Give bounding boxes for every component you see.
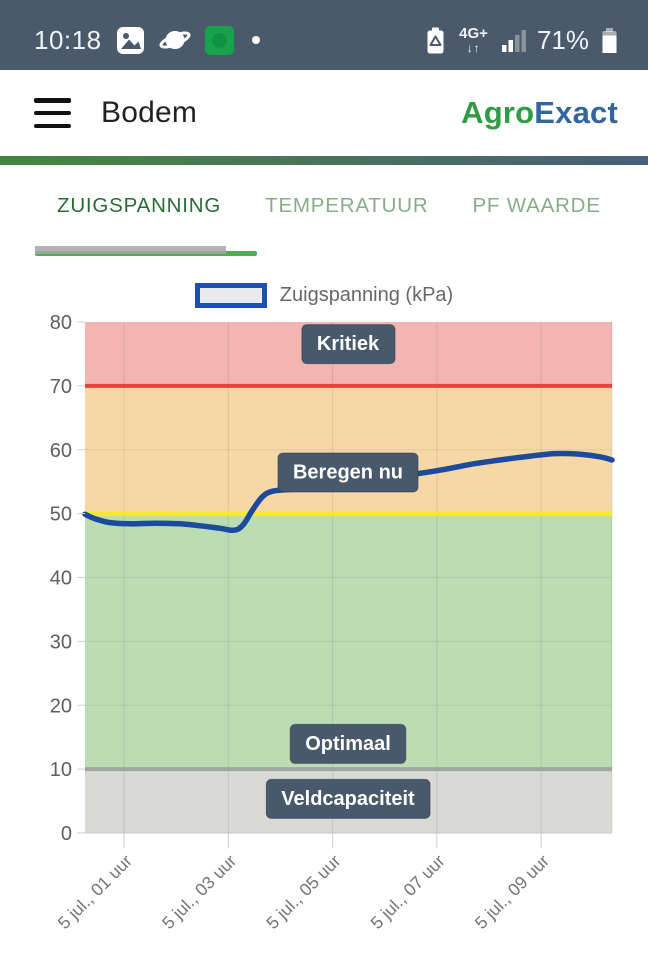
zone-label-veldcapaciteit: Veldcapaciteit [265, 778, 431, 819]
green-app-icon [204, 25, 234, 55]
zone-label-optimaal: Optimaal [289, 723, 407, 764]
app-logo: AgroExact [461, 95, 618, 131]
gallery-icon [116, 26, 144, 54]
menu-button[interactable] [34, 98, 71, 128]
zone-label-kritiek: Kritiek [301, 324, 396, 365]
logo-part-green: Agro [461, 95, 535, 130]
notification-dot-icon [251, 36, 260, 44]
network-type-indicator: 4G+ ↓↑ [459, 26, 488, 54]
x-tick-label: 5 jul., 05 uur [262, 851, 344, 933]
app-header: Bodem AgroExact [0, 70, 648, 156]
battery-icon [602, 27, 617, 53]
network-label: 4G+ [459, 25, 488, 42]
signal-strength-icon [501, 29, 526, 52]
y-tick-label: 0 [61, 823, 72, 845]
tab-bar: ZUIGSPANNING TEMPERATUUR PF WAARDE [0, 194, 648, 224]
x-tick-label: 5 jul., 09 uur [471, 851, 553, 933]
saturn-icon [159, 31, 191, 49]
battery-percent: 71% [536, 24, 589, 55]
legend-label: Zuigspanning (kPa) [279, 283, 454, 306]
zone-label-box [289, 723, 407, 764]
tab-pf-waarde[interactable]: PF WAARDE [472, 194, 601, 217]
y-tick-label: 70 [50, 376, 72, 398]
y-tick-label: 10 [50, 759, 72, 781]
zone-label-text: Optimaal [305, 733, 391, 755]
zone-label-text: Veldcapaciteit [281, 788, 415, 810]
y-tick-label: 50 [50, 504, 72, 526]
legend-swatch [194, 282, 267, 308]
zone-label-text: Beregen nu [293, 461, 403, 483]
chart-svg[interactable]: Kritiek Beregen nu Optimaal Veldcapaciteit 0… [0, 310, 648, 968]
y-tick-label: 60 [50, 440, 72, 462]
x-axis: 5 jul., 01 uur 5 jul., 03 uur 5 jul., 05 u… [54, 833, 553, 933]
chart-area[interactable]: Kritiek Beregen nu Optimaal Veldcapaciteit 0… [0, 310, 648, 968]
tab-scrollbar-thumb[interactable] [35, 246, 226, 254]
zone-label-box [277, 452, 419, 493]
zone-label-box [265, 778, 431, 819]
y-tick-label: 80 [50, 312, 72, 334]
network-arrows-icon: ↓↑ [466, 41, 481, 55]
battery-saver-icon [427, 27, 444, 53]
zone-label-text: Kritiek [317, 333, 380, 355]
status-time: 10:18 [34, 24, 102, 55]
y-axis: 0 10 20 30 40 50 60 70 80 [50, 312, 85, 845]
y-tick-label: 20 [50, 695, 72, 717]
x-tick-label: 5 jul., 07 uur [366, 851, 448, 933]
tab-temperatuur[interactable]: TEMPERATUUR [265, 194, 429, 217]
zone-bands [85, 322, 612, 833]
y-tick-label: 30 [50, 631, 72, 653]
zone-label-beregen-nu: Beregen nu [277, 452, 419, 493]
zone-label-box [301, 324, 396, 365]
page-title: Bodem [101, 96, 198, 129]
header-gradient-divider [0, 156, 648, 165]
tab-zuigspanning[interactable]: ZUIGSPANNING [57, 194, 222, 217]
y-tick-label: 40 [50, 568, 72, 590]
status-bar: 10:18 4G+ ↓↑ [0, 0, 648, 70]
x-tick-label: 5 jul., 01 uur [54, 851, 136, 933]
logo-part-blue: Exact [534, 95, 618, 130]
chart-legend[interactable]: Zuigspanning (kPa) [0, 281, 648, 309]
threshold-lines [85, 383, 612, 772]
x-tick-label: 5 jul., 03 uur [158, 851, 240, 933]
zone-labels: Kritiek Beregen nu Optimaal Veldcapaciteit [265, 324, 431, 819]
